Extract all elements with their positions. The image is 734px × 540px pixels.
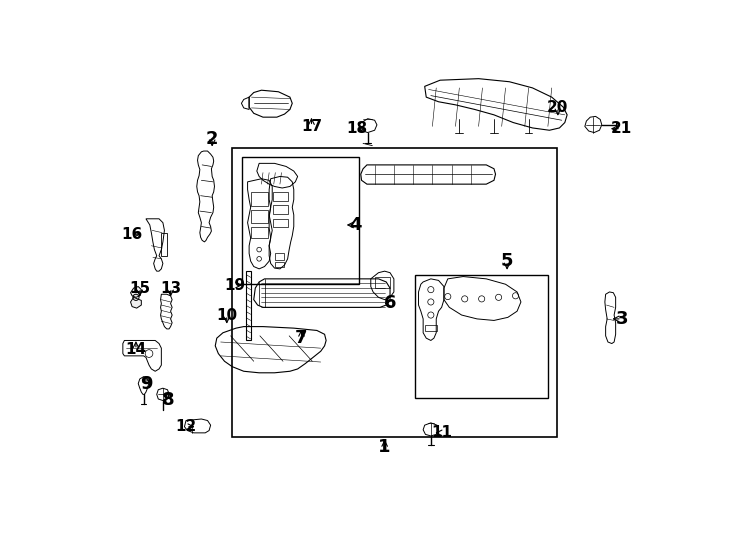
Text: 20: 20 xyxy=(548,100,569,114)
Bar xyxy=(232,148,557,437)
Bar xyxy=(161,233,167,256)
Bar xyxy=(273,192,288,201)
Text: 21: 21 xyxy=(611,121,632,136)
Text: 18: 18 xyxy=(346,121,368,136)
Text: 15: 15 xyxy=(129,281,150,295)
Bar xyxy=(275,253,284,260)
Text: 1: 1 xyxy=(379,438,391,456)
Text: 3: 3 xyxy=(616,310,628,328)
Text: 11: 11 xyxy=(431,426,452,440)
Text: 6: 6 xyxy=(384,294,396,313)
Text: 7: 7 xyxy=(295,329,308,347)
Bar xyxy=(252,210,269,224)
Polygon shape xyxy=(131,298,142,308)
Text: 13: 13 xyxy=(160,281,181,295)
Bar xyxy=(425,325,437,331)
Text: 8: 8 xyxy=(162,391,175,409)
Text: 5: 5 xyxy=(501,252,513,270)
Text: 17: 17 xyxy=(301,119,322,134)
Bar xyxy=(275,262,284,267)
Text: 19: 19 xyxy=(224,278,245,293)
Bar xyxy=(246,271,252,340)
Bar xyxy=(273,205,288,214)
Polygon shape xyxy=(131,287,142,298)
Bar xyxy=(252,226,269,238)
Text: 14: 14 xyxy=(126,342,147,357)
Text: 16: 16 xyxy=(121,227,142,242)
Bar xyxy=(252,192,269,206)
Text: 9: 9 xyxy=(139,375,152,393)
Text: 12: 12 xyxy=(175,419,197,434)
Bar xyxy=(242,157,359,284)
Bar xyxy=(374,276,390,288)
Text: 10: 10 xyxy=(217,308,237,322)
Text: 2: 2 xyxy=(206,130,219,148)
Bar xyxy=(415,275,548,398)
Bar xyxy=(273,219,288,226)
Text: 4: 4 xyxy=(349,216,362,234)
